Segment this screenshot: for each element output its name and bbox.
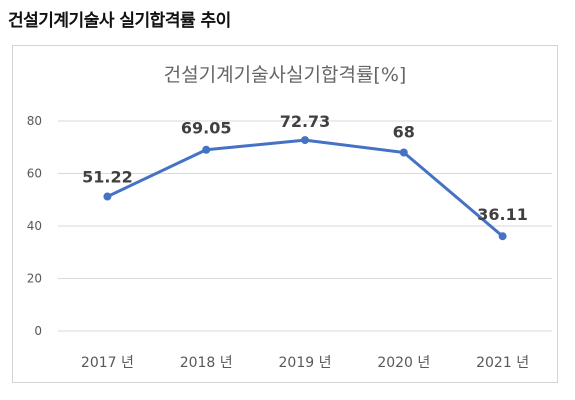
x-tick-label: 2020 년: [377, 355, 430, 371]
data-point: [103, 192, 112, 201]
series-line-group: [105, 138, 505, 238]
data-point: [498, 232, 507, 241]
y-axis-tick-labels: 0 20 40 60 80: [27, 114, 42, 338]
data-points: [103, 136, 507, 241]
data-label: 36.11: [477, 205, 528, 224]
data-label: 51.22: [82, 168, 133, 187]
y-tick-label: 60: [27, 167, 42, 181]
data-labels: 51.22 69.05 72.73 68 36.11: [82, 112, 528, 224]
y-tick-label: 40: [27, 219, 42, 233]
x-tick-label: 2021 년: [476, 355, 529, 371]
gridlines: [58, 120, 552, 332]
chart-frame: [12, 45, 558, 383]
y-tick-label: 20: [27, 272, 42, 286]
y-tick-label: 0: [34, 324, 42, 338]
data-label: 69.05: [181, 119, 232, 138]
data-label: 68: [393, 123, 415, 142]
data-point: [202, 145, 211, 154]
x-tick-label: 2017 년: [81, 355, 134, 371]
data-point: [399, 148, 408, 157]
x-tick-label: 2018 년: [180, 355, 233, 371]
y-tick-label: 80: [27, 114, 42, 128]
page-heading: 건설기계기술사 실기합격률 추이: [8, 11, 231, 31]
x-axis-tick-labels: 2017 년 2018 년 2019 년 2020 년 2021 년: [81, 355, 529, 371]
chart-title: 건설기계기술사실기합격률[%]: [164, 64, 407, 86]
series-line: [105, 138, 505, 238]
data-label: 72.73: [280, 112, 331, 131]
data-point: [301, 136, 309, 145]
x-tick-label: 2019 년: [279, 355, 332, 371]
